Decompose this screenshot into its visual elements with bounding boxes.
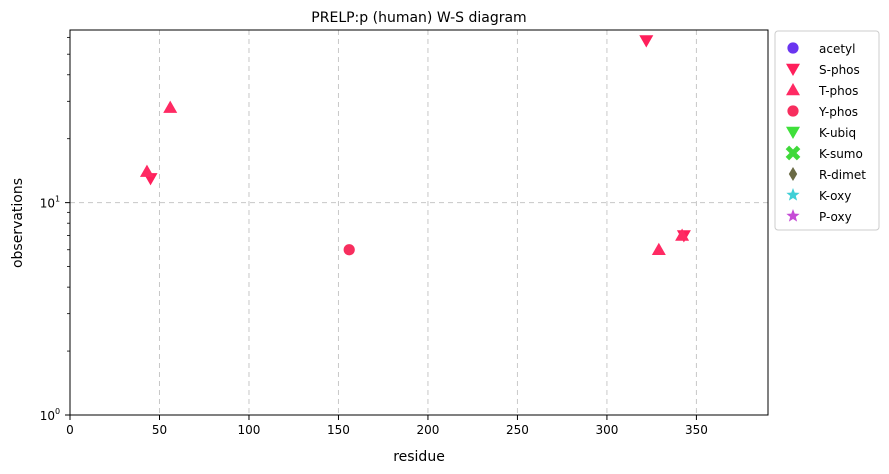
legend-marker-s-phos: [786, 63, 800, 76]
legend-label-y-phos: Y-phos: [818, 105, 858, 119]
legend-label-p-oxy: P-oxy: [819, 210, 852, 224]
data-point-t-phos: [139, 164, 154, 177]
y-tick-exponent: 0: [55, 407, 60, 416]
y-tick-label: 10: [40, 197, 55, 211]
y-axis-label: observations: [10, 178, 26, 268]
grid: [70, 30, 768, 415]
legend-label-r-dimet: R-dimet: [819, 168, 866, 182]
data-point-s-phos: [639, 35, 654, 48]
legend-label-acetyl: acetyl: [819, 42, 855, 56]
data-point-y-phos: [343, 244, 355, 256]
legend-marker-k-oxy: [786, 188, 800, 201]
legend-label-k-oxy: K-oxy: [819, 189, 851, 203]
legend-marker-acetyl: [787, 42, 799, 54]
x-tick-label: 0: [66, 423, 74, 437]
chart-title: PRELP:p (human) W-S diagram: [311, 10, 526, 26]
x-axis-label: residue: [393, 449, 445, 465]
legend-marker-y-phos: [787, 105, 799, 117]
data-points: [139, 35, 691, 256]
data-point-t-phos: [675, 228, 690, 241]
plot-frame: [69, 29, 769, 416]
legend-marker-p-oxy: [786, 209, 800, 222]
y-tick-exponent: 1: [55, 195, 60, 204]
legend-label-k-sumo: K-sumo: [819, 147, 863, 161]
y-tick-label: 10: [40, 409, 55, 423]
data-point-t-phos: [163, 100, 178, 113]
x-tick-label: 350: [685, 423, 708, 437]
x-tick-label: 50: [152, 423, 167, 437]
data-point-t-phos: [651, 242, 666, 255]
x-tick-label: 300: [595, 423, 618, 437]
legend-label-k-ubiq: K-ubiq: [819, 126, 856, 140]
x-tick-label: 150: [327, 423, 350, 437]
legend-label-t-phos: T-phos: [818, 84, 858, 98]
x-tick-label: 100: [238, 423, 261, 437]
legend-marker-t-phos: [786, 83, 800, 96]
x-tick-label: 200: [416, 423, 439, 437]
legend: acetyl S-phos T-phos Y-phos K-ubiq K-sumo R-di…: [774, 30, 880, 231]
x-tick-label: 250: [506, 423, 529, 437]
legend-marker-k-ubiq: [786, 126, 800, 139]
legend-label-s-phos: S-phos: [819, 63, 860, 77]
legend-marker-r-dimet: [788, 167, 798, 181]
legend-box: [774, 30, 880, 231]
legend-marker-k-sumo: [785, 145, 801, 161]
